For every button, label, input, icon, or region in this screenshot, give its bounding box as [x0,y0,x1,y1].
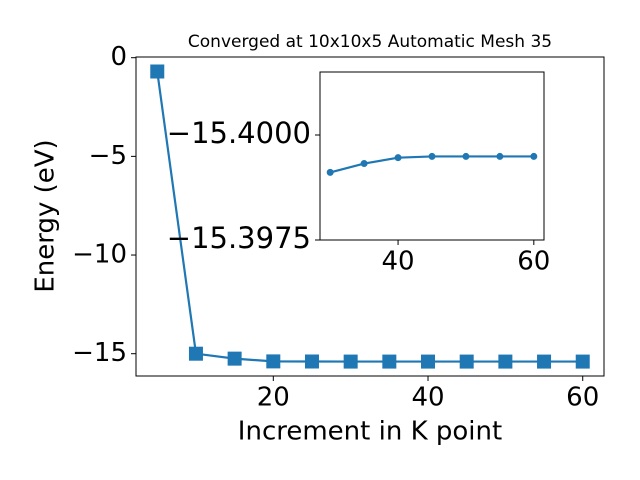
marker [459,354,474,369]
y-tick-label: −15.3975 [167,221,311,255]
x-tick-label: 40 [382,247,415,277]
marker [188,346,203,361]
marker [394,154,402,162]
marker [421,354,436,369]
y-axis-label: Energy (eV) [31,139,61,292]
x-tick-label: 60 [517,247,550,277]
marker [498,354,513,369]
y-tick-label: −15 [72,338,127,368]
y-tick-label: −5 [89,141,127,171]
y-tick-label: 0 [110,42,127,72]
marker [343,354,358,369]
marker [530,152,538,160]
marker [537,354,552,369]
axes-frame [135,56,605,377]
marker [462,152,470,160]
marker [227,351,242,366]
x-axis-label: Increment in K point [238,417,502,447]
marker [266,354,281,369]
marker [496,152,504,160]
marker [360,160,368,168]
marker [382,354,397,369]
x-tick-label: 60 [566,383,599,413]
marker [326,168,334,176]
x-tick-label: 40 [411,383,444,413]
y-tick-label: −15.4000 [167,116,311,150]
y-tick-label: −10 [72,240,127,270]
marker [575,354,590,369]
marker [304,354,319,369]
marker [428,152,436,160]
chart-title: Converged at 10x10x5 Automatic Mesh 35 [188,32,552,52]
x-tick-label: 20 [257,383,290,413]
axes-frame [319,71,545,241]
marker [150,64,165,79]
